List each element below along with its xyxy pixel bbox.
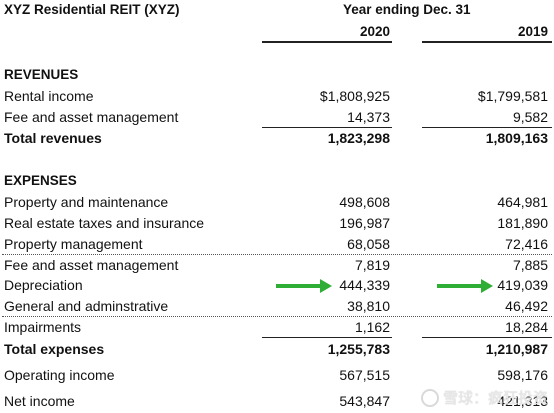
value-2020: 38,810 [347,298,390,314]
row-label: Operating income [4,367,115,383]
value-2019: $1,799,581 [477,88,548,104]
green-arrow-icon [276,279,332,293]
value-2020: 567,515 [339,367,390,383]
dotted-divider [2,316,552,317]
net-income-row: Net income 543,847 421,313 [0,393,554,413]
revenues-heading: REVENUES [4,67,79,82]
value-2020: 1,255,783 [327,341,390,357]
value-2020: 196,987 [339,215,390,231]
company-title: XYZ Residential REIT (XYZ) [4,2,180,17]
value-2019: 7,885 [512,257,548,273]
table-row: General and adminstrative 38,810 46,492 [0,298,554,318]
row-label: Fee and asset management [4,109,179,125]
row-label: Property and maintenance [4,194,169,210]
table-row: Rental income $1,808,925 $1,799,581 [0,88,554,108]
watermark-text: 雪球：疯狂投资 [442,390,548,407]
table-row: Property management 68,058 72,416 [0,236,554,256]
value-2019: 419,039 [497,277,548,293]
table-row: Fee and asset management 7,819 7,885 [0,257,554,277]
value-2019: 72,416 [505,236,548,252]
operating-income-row: Operating income 567,515 598,176 [0,367,554,387]
table-row: Impairments 1,162 18,284 [0,319,554,339]
value-2019: 1,809,163 [485,130,548,146]
value-2020: 498,608 [339,194,390,210]
value-2019: 18,284 [505,319,548,335]
total-expenses-row: Total expenses 1,255,783 1,210,987 [0,341,554,361]
subtotal-rule-2020 [262,337,392,338]
table-row: Fee and asset management 14,373 9,582 [0,109,554,129]
value-2020: 444,339 [339,277,390,293]
row-label: Impairments [4,319,82,335]
row-label: Real estate taxes and insurance [4,215,205,231]
green-arrow-icon [437,279,493,293]
expenses-heading: EXPENSES [4,173,77,188]
row-label: Depreciation [4,277,83,293]
value-2019: 464,981 [497,194,548,210]
table-row: Real estate taxes and insurance 196,987 … [0,215,554,235]
row-label: General and adminstrative [4,298,169,314]
row-label: Rental income [4,88,94,104]
value-2020: 68,058 [347,236,390,252]
subtotal-rule-2019 [422,127,552,128]
subtotal-rule-2019 [422,337,552,338]
value-2020: 1,823,298 [327,130,390,146]
period-heading: Year ending Dec. 31 [343,2,471,17]
dotted-divider [2,254,552,255]
row-label: Total expenses [4,341,105,357]
snowball-logo-icon [420,388,439,407]
value-2019: 46,492 [505,298,548,314]
header-rule-2019 [422,41,552,43]
watermark: 雪球：疯狂投资 [420,387,548,408]
year-current-header: 2020 [359,24,390,39]
total-revenues-row: Total revenues 1,823,298 1,809,163 [0,130,554,150]
row-label: Property management [4,236,143,252]
row-label: Total revenues [4,130,102,146]
value-2020: 7,819 [354,257,390,273]
value-2019: 1,210,987 [485,341,548,357]
value-2020: 1,162 [354,319,390,335]
year-prior-header: 2019 [517,24,548,39]
value-2019: 9,582 [512,109,548,125]
subtotal-rule-2020 [262,127,392,128]
value-2019: 598,176 [497,367,548,383]
value-2020: 543,847 [339,393,390,409]
value-2020: $1,808,925 [319,88,390,104]
table-row: Property and maintenance 498,608 464,981 [0,194,554,214]
header-rule-2020 [262,41,392,43]
value-2019: 181,890 [497,215,548,231]
row-label: Fee and asset management [4,257,179,273]
row-label: Net income [4,393,75,409]
value-2019: 421,313 [497,393,548,409]
depreciation-row: Depreciation 444,339 419,039 [0,277,554,297]
value-2020: 14,373 [347,109,390,125]
